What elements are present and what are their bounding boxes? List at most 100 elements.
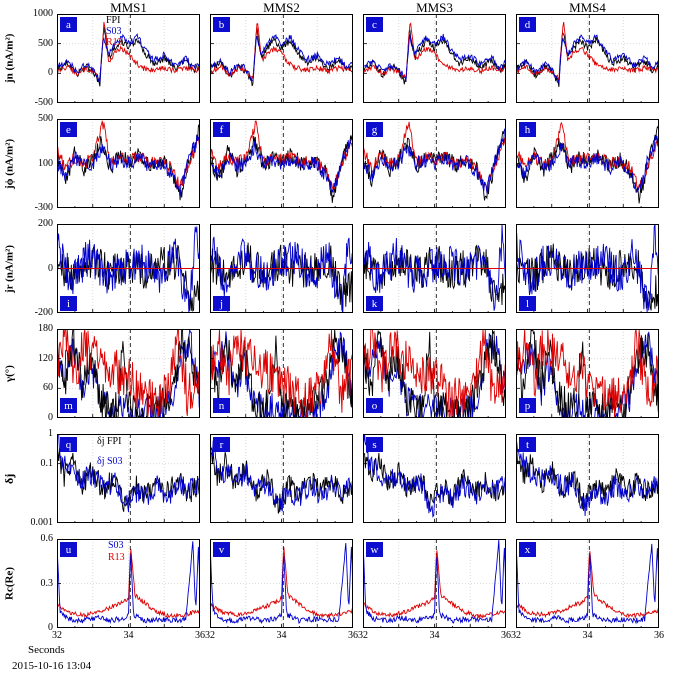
xtick-label: 34 (582, 630, 593, 641)
legend-row-4: δj FPI δj S03 (97, 436, 123, 467)
series-r13-line (210, 23, 353, 80)
series-fpi-line (516, 243, 659, 311)
legend-item: R13 (108, 552, 125, 563)
ytick-label: -200 (34, 307, 53, 318)
series-s03-line (57, 434, 200, 513)
panel-k: k (363, 224, 506, 313)
series-s03-line (516, 224, 659, 313)
panel-c: c (363, 14, 506, 103)
series-s03-line (516, 440, 659, 517)
legend-row-5: S03 R13 (108, 540, 125, 563)
series-s03-line (363, 224, 506, 311)
panel-label-t: t (519, 437, 536, 452)
panel-label-m: m (60, 398, 77, 413)
ytick-label: 120 (38, 352, 53, 364)
xtick-label: 36 (501, 630, 511, 641)
ytick-label: 1000 (33, 8, 53, 19)
series-fpi-line (57, 329, 200, 418)
ytick-label: 0 (48, 262, 53, 274)
panel-plot-d (516, 14, 659, 103)
series-s03-line (210, 541, 353, 625)
column-title-mms1: MMS1 (110, 0, 147, 15)
series-s03-line (210, 236, 353, 313)
series-r13-line (363, 22, 506, 80)
series-s03-line (363, 33, 506, 83)
series-s03-line (210, 33, 353, 82)
ylabel-gamma: γ(°) (3, 365, 16, 382)
ytick-label: 500 (38, 113, 53, 124)
panel-label-c: c (366, 17, 383, 32)
panel-plot-s (363, 434, 506, 523)
xtick-label: 34 (123, 630, 134, 641)
ytick-label: 500 (38, 37, 53, 49)
xtick-label: 32 (511, 630, 521, 641)
panel-e: e (57, 119, 200, 208)
xtick-label: 32 (52, 630, 62, 641)
panel-plot-b (210, 14, 353, 103)
legend-row-0: FPI S03 R13 (106, 15, 123, 48)
panel-label-b: b (213, 17, 230, 32)
panel-label-v: v (213, 542, 230, 557)
panel-label-q: q (60, 437, 77, 452)
panel-label-i: i (60, 296, 77, 311)
series-s03-line (210, 134, 353, 195)
panel-label-g: g (366, 122, 383, 137)
series-fpi-line (210, 329, 353, 418)
panel-label-j: j (213, 296, 230, 311)
panel-plot-t (516, 434, 659, 523)
ylabel-deltaj: δj (2, 473, 16, 484)
panel-label-w: w (366, 542, 383, 557)
panel-m: m (57, 329, 200, 418)
panel-plot-m (57, 329, 200, 418)
panel-label-s: s (366, 437, 383, 452)
panel-label-h: h (519, 122, 536, 137)
panel-label-a: a (60, 17, 77, 32)
xtick-label: 34 (276, 630, 287, 641)
legend-item: S03 (108, 540, 124, 551)
panel-b: b (210, 14, 353, 103)
ytick-label: -300 (34, 202, 53, 213)
series-s03-line (363, 434, 506, 518)
panel-v: v (210, 539, 353, 628)
ytick-label: -500 (34, 97, 53, 108)
panel-plot-r (210, 434, 353, 523)
ytick-label: 0.001 (30, 517, 54, 528)
legend-item: FPI (106, 15, 121, 26)
ytick-label: 60 (43, 382, 53, 394)
panel-n: n (210, 329, 353, 418)
panel-plot-k (363, 224, 506, 313)
panel-label-p: p (519, 398, 536, 413)
panel-a: a FPI S03 R13 (57, 14, 200, 103)
panel-label-o: o (366, 398, 383, 413)
ytick-label: 0.6 (40, 533, 54, 544)
panel-f: f (210, 119, 353, 208)
panel-plot-u (57, 539, 200, 628)
series-r13-line (516, 22, 659, 82)
panel-label-k: k (366, 296, 383, 311)
legend-item: S03 (106, 26, 122, 37)
panel-label-x: x (519, 542, 536, 557)
panel-label-f: f (213, 122, 230, 137)
series-r13-line (516, 329, 659, 418)
ytick-label: 0 (48, 412, 53, 423)
xtick-label: 36 (195, 630, 205, 641)
panel-plot-i (57, 224, 200, 313)
ytick-label: 0 (48, 622, 53, 633)
series-r13-line (516, 121, 659, 190)
xtick-label: 32 (205, 630, 215, 641)
panel-label-e: e (60, 122, 77, 137)
ytick-label: 1 (48, 428, 53, 439)
panel-plot-x (516, 539, 659, 628)
series-s03-line (57, 226, 200, 313)
series-s03-line (516, 543, 659, 625)
ytick-label: 200 (38, 218, 53, 229)
datetime-label: 2015-10-16 13:04 (12, 660, 92, 672)
legend-item: δj S03 (97, 456, 123, 467)
series-r13-line (57, 120, 200, 189)
series-s03-line (57, 127, 200, 197)
ylabel-jn: jn (nA/m²) (3, 33, 16, 84)
panel-plot-p (516, 329, 659, 418)
panel-w: w (363, 539, 506, 628)
panel-label-r: r (213, 437, 230, 452)
